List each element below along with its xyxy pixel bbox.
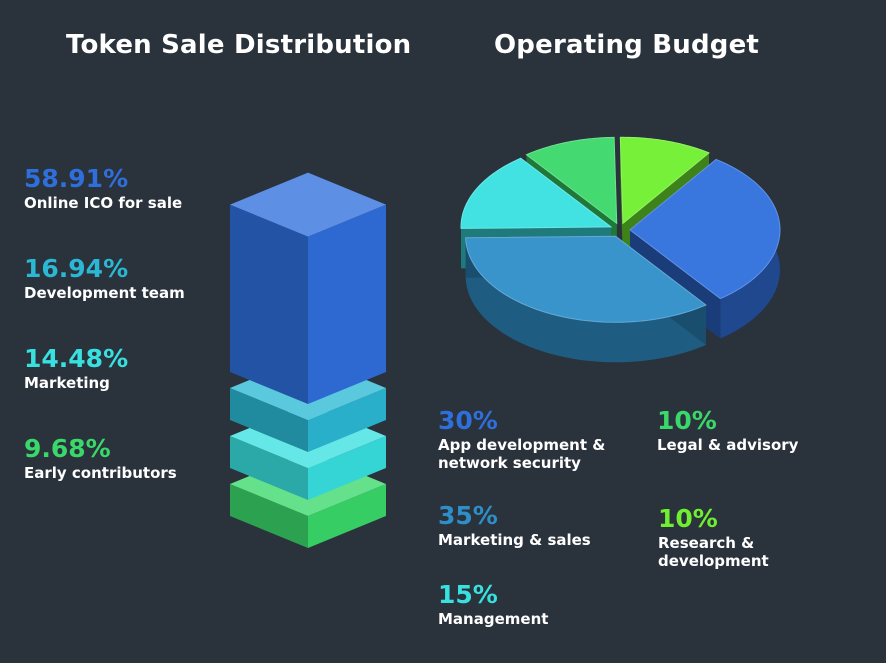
legend-pct: 16.94% xyxy=(24,254,129,283)
legend-pct: 35% xyxy=(438,501,498,530)
legend-pct: 9.68% xyxy=(24,434,111,463)
legend-label: Legal & advisory xyxy=(657,436,799,454)
legend-early-contributors: 9.68% Early contributors xyxy=(24,434,177,482)
legend-pct: 58.91% xyxy=(24,164,129,193)
legend-marketing-sales: 35% Marketing & sales xyxy=(438,501,591,549)
legend-pct: 30% xyxy=(438,406,498,435)
legend-research-development: 10% Research & development xyxy=(658,504,769,570)
legend-development-team: 16.94% Development team xyxy=(24,254,185,302)
legend-app-development: 30% App development & network security xyxy=(438,406,605,472)
legend-label: Marketing xyxy=(24,374,110,392)
legend-label: Marketing & sales xyxy=(438,531,591,549)
legend-online-ico: 58.91% Online ICO for sale xyxy=(24,164,182,212)
legend-pct: 10% xyxy=(658,504,718,533)
legend-label: Research & development xyxy=(658,534,769,570)
legend-pct: 15% xyxy=(438,580,498,609)
legend-label: Development team xyxy=(24,284,185,302)
block-online-ico xyxy=(230,172,386,404)
legend-label: Management xyxy=(438,610,549,628)
token-sale-title: Token Sale Distribution xyxy=(66,30,412,60)
legend-marketing: 14.48% Marketing xyxy=(24,344,128,392)
operating-budget-title: Operating Budget xyxy=(494,30,760,60)
pie-slice-marketing-sales xyxy=(465,235,707,363)
legend-management: 15% Management xyxy=(438,580,548,628)
legend-label: App development & network security xyxy=(438,436,606,472)
legend-label: Early contributors xyxy=(24,464,177,482)
legend-legal-advisory: 10% Legal & advisory xyxy=(657,406,798,454)
legend-label: Online ICO for sale xyxy=(24,194,183,212)
legend-pct: 14.48% xyxy=(24,344,129,373)
legend-pct: 10% xyxy=(657,406,717,435)
